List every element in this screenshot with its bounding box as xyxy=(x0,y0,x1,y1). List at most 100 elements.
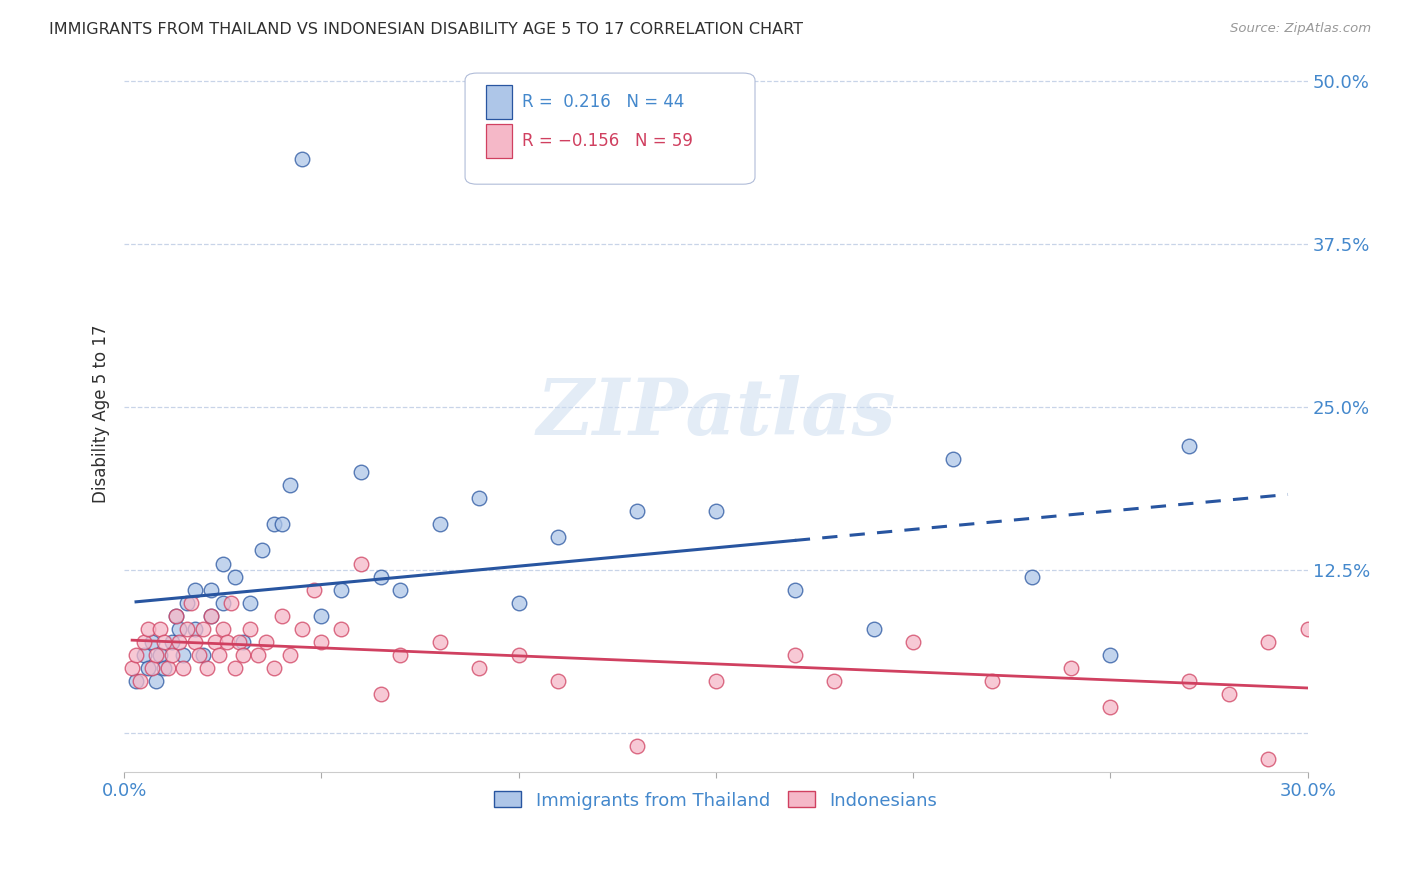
Point xyxy=(704,673,727,688)
Point xyxy=(468,491,491,506)
Point xyxy=(149,622,172,636)
Point xyxy=(389,648,412,662)
Point xyxy=(783,582,806,597)
Point xyxy=(981,673,1004,688)
Point xyxy=(278,478,301,492)
Point xyxy=(191,648,214,662)
Point xyxy=(165,608,187,623)
Point xyxy=(169,622,191,636)
Point xyxy=(370,569,392,583)
Point xyxy=(330,622,353,636)
Point xyxy=(156,661,179,675)
Point xyxy=(783,648,806,662)
Point xyxy=(228,634,250,648)
Point xyxy=(239,622,262,636)
Point xyxy=(145,673,167,688)
Point xyxy=(271,608,294,623)
Point xyxy=(1099,648,1122,662)
Point xyxy=(271,517,294,532)
Point xyxy=(121,661,143,675)
Point xyxy=(169,634,191,648)
Point xyxy=(176,596,198,610)
FancyBboxPatch shape xyxy=(465,73,755,184)
Point xyxy=(350,557,373,571)
Point xyxy=(125,648,148,662)
FancyBboxPatch shape xyxy=(486,85,512,119)
Point xyxy=(1060,661,1083,675)
Point xyxy=(1021,569,1043,583)
Point xyxy=(239,596,262,610)
Point xyxy=(1257,634,1279,648)
Point xyxy=(1178,673,1201,688)
Point xyxy=(232,648,254,662)
Point xyxy=(429,517,451,532)
Point xyxy=(188,648,211,662)
Point xyxy=(311,634,333,648)
Point xyxy=(184,582,207,597)
Y-axis label: Disability Age 5 to 17: Disability Age 5 to 17 xyxy=(93,325,110,503)
Point xyxy=(132,648,155,662)
Point xyxy=(291,153,314,167)
Point xyxy=(508,648,530,662)
Point xyxy=(208,648,231,662)
Text: Source: ZipAtlas.com: Source: ZipAtlas.com xyxy=(1230,22,1371,36)
Point xyxy=(145,648,167,662)
Point xyxy=(547,673,569,688)
Point xyxy=(160,648,183,662)
Point xyxy=(136,622,159,636)
Point xyxy=(152,634,174,648)
Point xyxy=(263,661,285,675)
Point xyxy=(172,648,194,662)
Point xyxy=(165,608,187,623)
Point xyxy=(704,504,727,518)
Legend: Immigrants from Thailand, Indonesians: Immigrants from Thailand, Indonesians xyxy=(486,784,945,817)
Point xyxy=(508,596,530,610)
Point xyxy=(224,661,246,675)
Point xyxy=(160,634,183,648)
Point xyxy=(204,634,226,648)
Point xyxy=(125,673,148,688)
Point xyxy=(184,622,207,636)
Point xyxy=(429,634,451,648)
Point xyxy=(254,634,277,648)
Point xyxy=(172,661,194,675)
Point xyxy=(136,661,159,675)
Point xyxy=(176,622,198,636)
Point xyxy=(180,596,202,610)
Point xyxy=(468,661,491,675)
Point xyxy=(1257,752,1279,766)
Text: ZIPatlas: ZIPatlas xyxy=(536,376,896,452)
Point xyxy=(184,634,207,648)
Point xyxy=(200,608,222,623)
Text: IMMIGRANTS FROM THAILAND VS INDONESIAN DISABILITY AGE 5 TO 17 CORRELATION CHART: IMMIGRANTS FROM THAILAND VS INDONESIAN D… xyxy=(49,22,803,37)
Point xyxy=(901,634,924,648)
Point xyxy=(129,673,152,688)
Point xyxy=(224,569,246,583)
Point xyxy=(191,622,214,636)
Text: R =  0.216   N = 44: R = 0.216 N = 44 xyxy=(522,93,685,111)
Point xyxy=(263,517,285,532)
Point xyxy=(823,673,845,688)
Point xyxy=(302,582,325,597)
Point xyxy=(132,634,155,648)
Point xyxy=(389,582,412,597)
Point xyxy=(152,661,174,675)
Point xyxy=(862,622,884,636)
Point xyxy=(291,622,314,636)
Point xyxy=(200,582,222,597)
Point xyxy=(547,531,569,545)
Point xyxy=(626,504,648,518)
Point xyxy=(211,557,233,571)
Point xyxy=(141,634,163,648)
Point xyxy=(211,622,233,636)
Point xyxy=(247,648,270,662)
Point xyxy=(215,634,238,648)
FancyBboxPatch shape xyxy=(486,124,512,159)
Point xyxy=(330,582,353,597)
Point xyxy=(149,648,172,662)
Point xyxy=(200,608,222,623)
Point xyxy=(211,596,233,610)
Point xyxy=(141,661,163,675)
Point xyxy=(278,648,301,662)
Point xyxy=(942,452,965,467)
